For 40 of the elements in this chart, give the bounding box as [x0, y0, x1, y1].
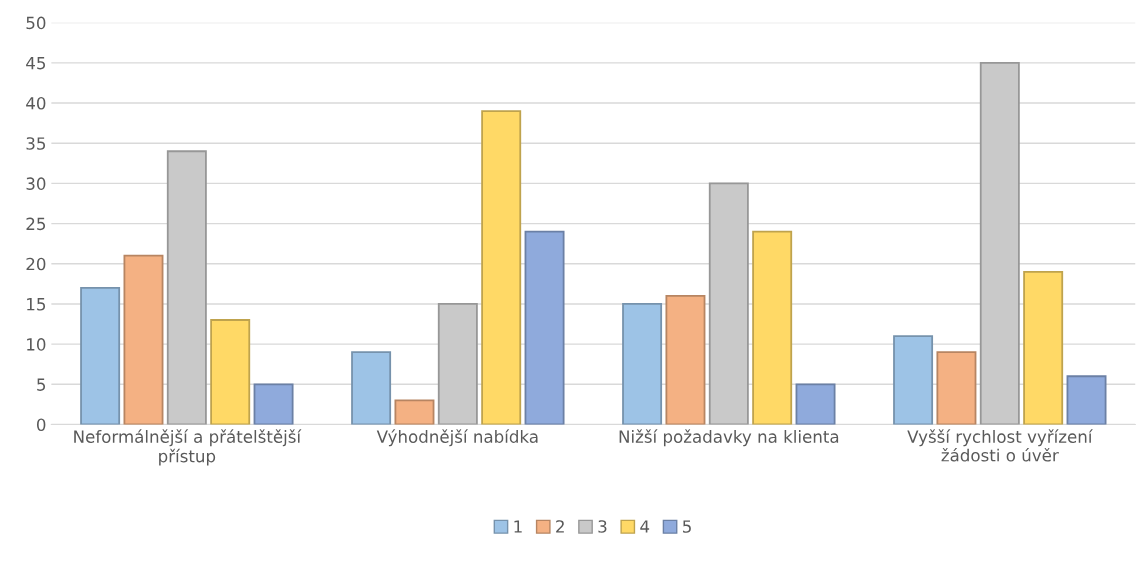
legend-label: 1: [514, 520, 522, 533]
y-tick-label: 25: [26, 217, 46, 231]
y-tick-label: 50: [26, 16, 46, 30]
y-tick-label: 30: [26, 177, 46, 190]
y-tick-label: 10: [27, 338, 46, 351]
y-tick-label: 15: [27, 298, 46, 311]
x-tick-label: Neformálnější a přátelštější přístup: [74, 429, 302, 466]
y-tick-label: 40: [26, 96, 46, 110]
legend-label: 4: [640, 520, 650, 533]
x-tick-label: Vyšší rychlost vyřízení žádosti o úvěr: [907, 429, 1093, 462]
x-tick-label: Nižší požadavky na klienta: [619, 429, 839, 447]
bar: [481, 110, 522, 425]
bar: [708, 182, 749, 425]
bar: [622, 303, 663, 425]
bar: [1066, 375, 1107, 425]
y-tick-label: 0: [36, 418, 46, 432]
bar: [437, 303, 478, 425]
y-tick-label: 35: [26, 137, 46, 150]
bar: [665, 294, 706, 425]
legend-label: 2: [556, 520, 564, 533]
bar: [1023, 270, 1064, 425]
bar: [394, 399, 435, 425]
bar: [752, 230, 793, 425]
bar: [936, 351, 977, 425]
bar: [524, 230, 565, 425]
bar: [123, 254, 164, 425]
bar: [351, 351, 392, 425]
bar: [210, 319, 251, 425]
bar: [795, 383, 836, 425]
bar: [979, 61, 1020, 425]
bar: [253, 383, 294, 425]
y-tick-label: 45: [26, 57, 46, 70]
bar: [166, 150, 207, 425]
bar: [893, 335, 934, 425]
y-tick-label: 20: [26, 257, 46, 271]
legend-label: 5: [683, 520, 691, 533]
x-tick-label: Výhodnější nabídka: [376, 429, 538, 447]
legend-label: 3: [598, 520, 607, 533]
y-tick-label: 5: [37, 378, 46, 391]
bar: [80, 286, 121, 425]
